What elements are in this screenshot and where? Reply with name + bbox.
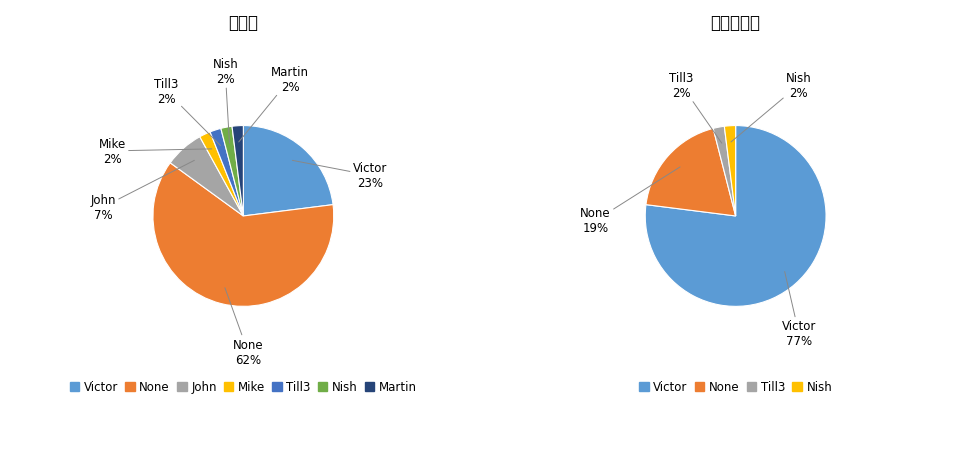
Text: Martin
2%: Martin 2% — [239, 65, 309, 143]
Text: John
7%: John 7% — [90, 161, 194, 221]
Wedge shape — [200, 133, 244, 216]
Wedge shape — [153, 163, 333, 307]
Text: None
19%: None 19% — [580, 168, 680, 235]
Wedge shape — [210, 129, 244, 216]
Text: Mike
2%: Mike 2% — [99, 138, 211, 166]
Text: Till3
2%: Till3 2% — [155, 78, 220, 146]
Title: 作成者: 作成者 — [228, 14, 258, 32]
Wedge shape — [244, 126, 333, 216]
Wedge shape — [645, 129, 734, 216]
Wedge shape — [712, 127, 734, 216]
Legend: Victor, None, John, Mike, Till3, Nish, Martin: Victor, None, John, Mike, Till3, Nish, M… — [65, 376, 422, 398]
Text: Nish
2%: Nish 2% — [731, 72, 811, 143]
Wedge shape — [232, 126, 244, 216]
Wedge shape — [221, 127, 244, 216]
Wedge shape — [645, 126, 825, 307]
Text: Nish
2%: Nish 2% — [212, 58, 238, 144]
Text: Victor
23%: Victor 23% — [292, 161, 386, 190]
Legend: Victor, None, Till3, Nish: Victor, None, Till3, Nish — [634, 376, 836, 398]
Wedge shape — [170, 138, 244, 216]
Text: None
62%: None 62% — [225, 288, 263, 366]
Title: 最終更新者: 最終更新者 — [710, 14, 760, 32]
Text: Till3
2%: Till3 2% — [669, 72, 721, 144]
Text: Victor
77%: Victor 77% — [781, 272, 816, 348]
Wedge shape — [724, 126, 734, 216]
